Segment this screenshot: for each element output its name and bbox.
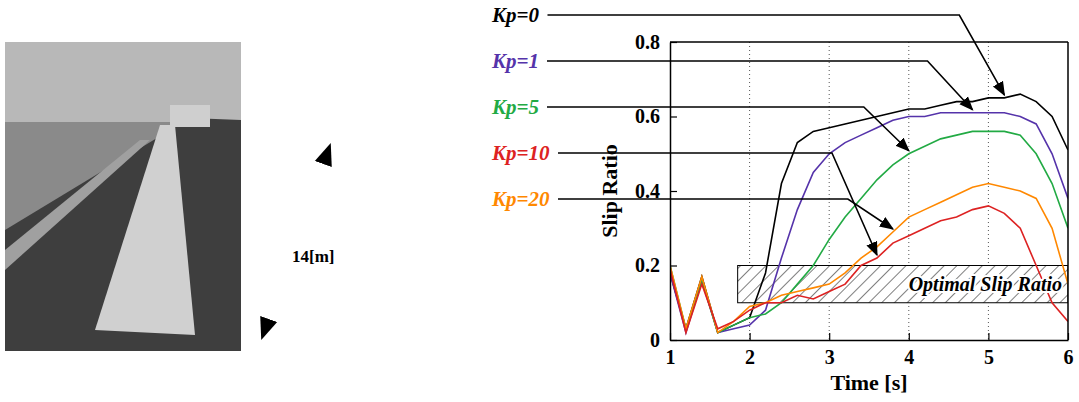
leader-arrow xyxy=(547,107,909,151)
series-line xyxy=(670,206,1068,333)
tick-label: 5 xyxy=(984,346,994,368)
y-axis: 00.20.40.60.8 xyxy=(635,31,677,351)
tick-label: 0.6 xyxy=(635,105,660,127)
band-label: Optimal Slip Ratio xyxy=(909,273,1062,296)
figure: 14[m]Optimal Slip Ratio12345600.20.40.60… xyxy=(0,0,1079,402)
axis-line xyxy=(671,340,1069,342)
photo: 14[m] xyxy=(5,42,334,351)
tick-label: 3 xyxy=(825,346,835,368)
tick: 2 xyxy=(745,333,755,368)
x-axis-title: Time [s] xyxy=(830,370,907,395)
photo-arrow xyxy=(262,145,330,338)
tick-mark xyxy=(909,333,910,340)
series-label: Kp=10 xyxy=(491,141,550,165)
leader-arrow xyxy=(547,61,972,110)
photo-background xyxy=(5,42,241,351)
frame xyxy=(1067,42,1069,340)
series-line xyxy=(670,113,1068,333)
photo-wet-strip xyxy=(95,125,195,335)
y-axis-title: Slip Ratio xyxy=(597,144,622,238)
tick: 0.6 xyxy=(635,105,677,127)
series-line xyxy=(670,131,1068,332)
tick-mark xyxy=(670,191,677,192)
tick-mark xyxy=(749,333,750,340)
tick-label: 0.2 xyxy=(635,254,660,276)
tick-label: 0 xyxy=(650,329,660,351)
tick: 3 xyxy=(825,333,835,368)
tick-mark xyxy=(988,333,989,340)
tick: 4 xyxy=(904,333,914,368)
tick-mark xyxy=(670,116,677,117)
leader-arrow xyxy=(547,15,1004,95)
tick-label: 6 xyxy=(1064,346,1074,368)
photo-road xyxy=(5,118,241,351)
series-label: Kp=20 xyxy=(491,187,550,211)
tick-label: 0.8 xyxy=(635,31,660,53)
leader-arrow xyxy=(558,153,877,255)
series-label: Kp=0 xyxy=(491,3,539,27)
photo-label: 14[m] xyxy=(292,247,334,266)
leader-arrow xyxy=(558,199,893,229)
tick: 0.2 xyxy=(635,254,677,276)
tick: 0 xyxy=(650,329,677,351)
tick-label: 1 xyxy=(666,346,676,368)
tick-mark xyxy=(829,333,830,340)
tick-mark xyxy=(670,340,677,341)
series-line xyxy=(670,184,1068,333)
series-label: Kp=5 xyxy=(491,95,539,119)
photo-car xyxy=(170,105,210,127)
tick-label: 2 xyxy=(745,346,755,368)
x-axis: 1 2 3 4 5 6 xyxy=(666,333,1074,368)
photo-side-strip xyxy=(5,140,150,270)
tick: 5 xyxy=(984,333,994,368)
tick-label: 4 xyxy=(904,346,914,368)
series-label: Kp=1 xyxy=(491,49,539,73)
tick-mark xyxy=(670,265,677,266)
frame xyxy=(670,41,1068,43)
